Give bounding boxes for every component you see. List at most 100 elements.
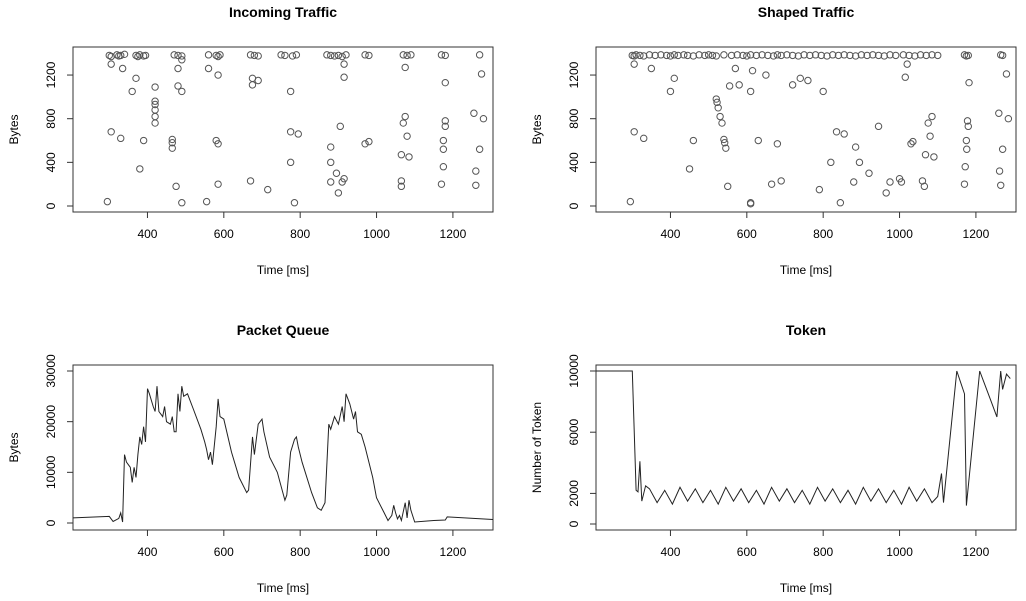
point — [202, 197, 211, 206]
point — [924, 119, 932, 127]
point — [716, 112, 724, 121]
x-tick-label: 400 — [137, 545, 157, 559]
point — [128, 87, 136, 96]
point — [788, 81, 797, 89]
point — [836, 199, 845, 207]
point — [407, 51, 415, 59]
point — [718, 119, 726, 127]
y-tick-label: 0 — [44, 519, 58, 526]
y-tick-label: 1200 — [567, 61, 581, 88]
point — [178, 52, 186, 60]
point — [168, 144, 176, 152]
point — [342, 51, 350, 59]
point — [204, 51, 213, 59]
point — [725, 82, 734, 90]
point — [640, 52, 648, 60]
point — [907, 140, 915, 148]
point — [439, 163, 448, 171]
x-tick-label: 800 — [290, 545, 310, 559]
x-tick-label: 1000 — [886, 227, 913, 241]
y-tick-label: 10000 — [44, 455, 58, 489]
point — [139, 136, 148, 145]
point — [397, 177, 406, 185]
y-tick-label: 800 — [567, 108, 581, 128]
point — [403, 51, 411, 60]
point — [851, 52, 860, 60]
point — [930, 153, 938, 161]
x-tick-label: 400 — [137, 227, 157, 241]
point — [829, 51, 837, 59]
point — [254, 52, 262, 60]
point — [472, 167, 480, 175]
point — [846, 51, 854, 60]
point — [1004, 114, 1013, 123]
point — [823, 52, 831, 60]
point — [965, 78, 973, 87]
point — [340, 175, 348, 183]
point — [727, 51, 736, 60]
y-axis-label: Bytes — [7, 432, 21, 462]
x-tick-label: 1000 — [363, 545, 390, 559]
point — [120, 50, 129, 59]
point — [401, 112, 409, 121]
x-tick-label: 600 — [214, 227, 234, 241]
panel-title: Shaped Traffic — [758, 4, 855, 20]
point — [290, 199, 299, 207]
point — [475, 145, 484, 153]
point — [712, 95, 720, 103]
point — [928, 112, 936, 121]
point — [151, 97, 159, 105]
y-tick-label: 10000 — [567, 354, 581, 388]
panel-title: Packet Queue — [237, 322, 330, 338]
y-tick-label: 0 — [44, 202, 58, 209]
point — [118, 64, 127, 73]
point — [657, 51, 665, 59]
point — [834, 51, 843, 60]
point — [174, 64, 182, 73]
point — [963, 117, 972, 125]
point — [964, 122, 972, 131]
point — [630, 52, 638, 60]
point — [758, 51, 766, 59]
x-tick-label: 1000 — [363, 227, 390, 241]
y-tick-label: 400 — [44, 152, 58, 172]
point — [850, 178, 858, 186]
point — [214, 71, 222, 79]
point — [281, 51, 289, 60]
point — [909, 137, 917, 146]
x-tick-label: 1200 — [963, 545, 990, 559]
point — [405, 153, 413, 161]
y-tick-label: 0 — [567, 520, 581, 527]
point — [645, 51, 654, 59]
point — [926, 132, 934, 140]
point — [899, 51, 908, 59]
point — [246, 51, 255, 59]
point — [113, 51, 121, 59]
point — [960, 180, 969, 188]
y-tick-label: 30000 — [44, 354, 58, 388]
point — [701, 51, 709, 60]
point — [880, 52, 888, 60]
point — [720, 135, 728, 144]
point — [174, 51, 182, 60]
point — [662, 51, 671, 60]
point — [962, 136, 971, 145]
point — [819, 87, 827, 96]
point — [773, 51, 782, 59]
point — [764, 51, 772, 60]
point — [477, 70, 486, 78]
point — [714, 104, 722, 112]
point — [905, 51, 913, 60]
panel-title: Incoming Traffic — [229, 4, 337, 20]
point — [773, 140, 782, 148]
point — [743, 52, 751, 60]
point — [103, 197, 112, 206]
y-tick-label: 400 — [567, 152, 581, 172]
x-axis-label: Time [ms] — [257, 263, 309, 277]
point — [851, 143, 860, 151]
point — [475, 51, 484, 59]
point — [441, 122, 449, 131]
point — [647, 64, 656, 73]
point — [998, 51, 1007, 60]
point — [882, 189, 890, 197]
